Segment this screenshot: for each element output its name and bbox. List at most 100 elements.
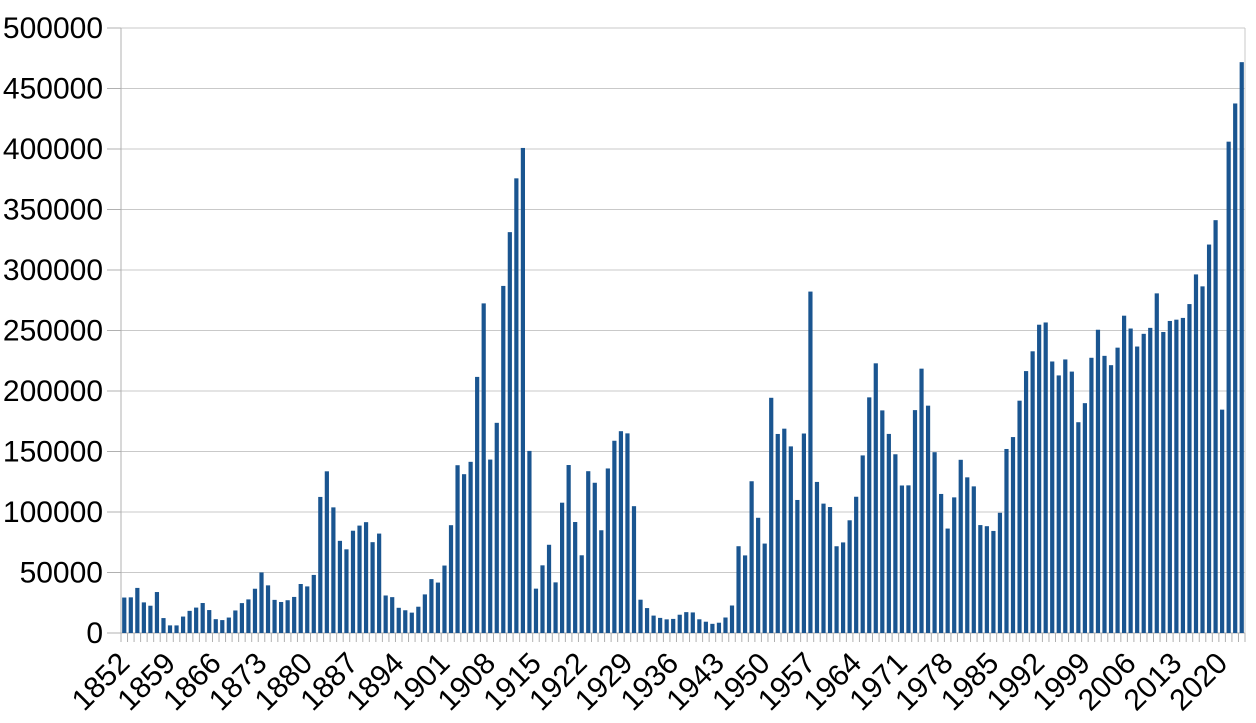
- gridlines: [121, 27, 1246, 633]
- bar-1912: [514, 178, 519, 633]
- bar-1877: [285, 600, 290, 633]
- bar-1852: [122, 597, 127, 633]
- bar-1857: [154, 592, 160, 633]
- bar-1991: [1030, 351, 1035, 633]
- bar-1899: [429, 579, 434, 633]
- bar-1909: [494, 422, 499, 633]
- bar-2017: [1200, 286, 1205, 633]
- y-axis-label: 400000: [3, 133, 103, 166]
- bar-2020: [1220, 409, 1225, 633]
- bar-1889: [363, 522, 369, 633]
- bar-1903: [455, 465, 460, 633]
- bar-1902: [448, 525, 454, 633]
- bar-1904: [461, 474, 467, 633]
- bar-2000: [1089, 357, 1094, 633]
- bar-1926: [605, 468, 610, 633]
- y-axis-label: 200000: [3, 375, 103, 408]
- y-axis-label: 0: [86, 617, 103, 650]
- bar-1870: [239, 603, 244, 633]
- bar-2010: [1154, 293, 1159, 633]
- bar-1954: [788, 446, 793, 633]
- bar-1981: [965, 477, 970, 633]
- bar-1972: [906, 485, 911, 633]
- bar-1999: [1082, 403, 1087, 633]
- bar-1996: [1063, 359, 1068, 633]
- bar-1990: [1023, 371, 1029, 633]
- bar-1887: [350, 530, 356, 633]
- bar-1880: [305, 586, 310, 633]
- bar-1982: [971, 486, 976, 633]
- bar-1919: [560, 502, 565, 633]
- bar-2007: [1135, 346, 1140, 633]
- bar-1953: [782, 428, 787, 633]
- bar-1911: [507, 232, 512, 633]
- bar-1976: [932, 452, 937, 633]
- bar-1923: [586, 471, 591, 633]
- bar-2023: [1239, 62, 1244, 634]
- bar-1876: [279, 601, 284, 633]
- bar-1936: [671, 618, 676, 633]
- bar-1895: [403, 610, 408, 633]
- y-axis-label: 50000: [20, 557, 103, 590]
- bar-1962: [841, 542, 846, 633]
- bar-1881: [311, 574, 316, 633]
- bar-1934: [658, 617, 663, 633]
- bar-1896: [409, 612, 414, 633]
- bar-1984: [984, 526, 989, 633]
- bar-1997: [1069, 371, 1074, 633]
- bar-1985: [991, 530, 996, 633]
- bar-1959: [821, 503, 826, 633]
- bar-1898: [422, 594, 427, 633]
- bar-1937: [677, 614, 682, 633]
- bar-1924: [592, 482, 597, 633]
- bar-1939: [690, 612, 695, 633]
- bar-1925: [599, 530, 604, 633]
- bar-1948: [749, 481, 754, 633]
- bar-1920: [566, 465, 571, 633]
- bars: [122, 62, 1244, 634]
- bar-1873: [259, 572, 264, 633]
- bar-1872: [252, 588, 258, 633]
- bar-1871: [246, 599, 251, 633]
- bar-2015: [1187, 304, 1192, 633]
- bar-1862: [187, 610, 192, 633]
- bar-1950: [762, 543, 767, 633]
- bar-1963: [847, 520, 852, 633]
- bar-1979: [952, 497, 957, 633]
- bar-1992: [1037, 324, 1042, 633]
- bar-2003: [1108, 365, 1114, 633]
- bar-1957: [808, 291, 813, 633]
- bar-1917: [546, 544, 552, 633]
- bar-2014: [1180, 317, 1186, 633]
- bar-2019: [1213, 220, 1218, 634]
- axes: [107, 27, 1246, 642]
- bar-1986: [997, 512, 1003, 633]
- bar-1883: [324, 471, 329, 633]
- y-axis-label: 350000: [3, 194, 103, 227]
- bar-1879: [298, 584, 303, 633]
- bar-1863: [194, 607, 199, 633]
- bar-1944: [723, 617, 728, 633]
- bar-1854: [135, 587, 140, 633]
- bar-2013: [1174, 319, 1179, 633]
- bar-1994: [1050, 361, 1055, 633]
- bar-1864: [200, 603, 205, 633]
- bar-1952: [775, 433, 780, 633]
- bar-1910: [501, 285, 506, 633]
- bar-1894: [396, 607, 401, 633]
- y-axis-label: 300000: [3, 254, 103, 287]
- bar-2002: [1102, 355, 1107, 633]
- y-axis-label: 250000: [3, 315, 103, 348]
- bar-1998: [1076, 422, 1081, 633]
- bar-1995: [1056, 375, 1061, 633]
- bar-2009: [1148, 327, 1153, 633]
- bar-1916: [540, 565, 545, 633]
- y-axis-label: 500000: [3, 12, 103, 45]
- bar-1964: [854, 496, 859, 633]
- bar-1931: [638, 599, 643, 633]
- bar-2016: [1193, 274, 1199, 633]
- bar-1922: [579, 555, 584, 633]
- bar-1974: [919, 368, 924, 633]
- bar-1856: [148, 605, 153, 633]
